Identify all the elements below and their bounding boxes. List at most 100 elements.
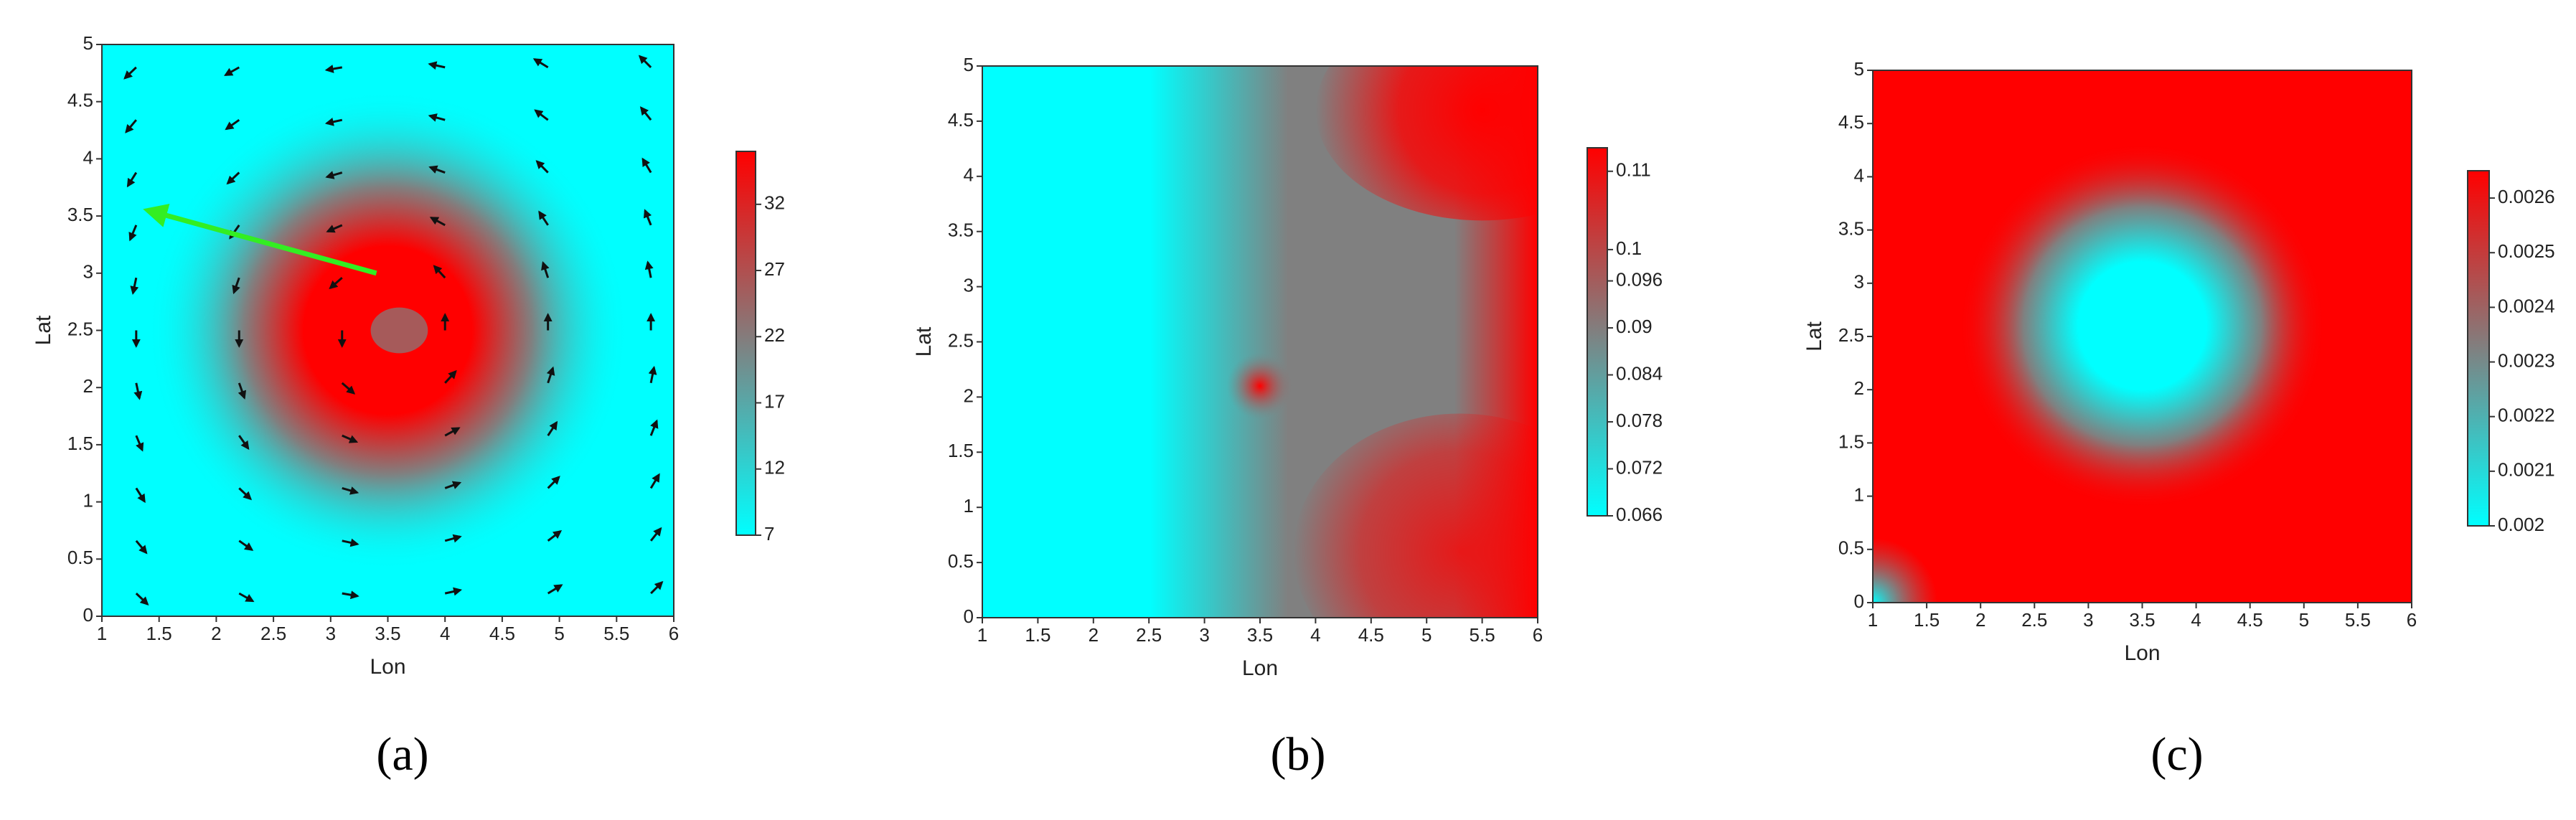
vector-arrow <box>444 369 457 384</box>
vector-arrow <box>329 277 343 290</box>
colorbar-tick-label: 0.066 <box>1616 504 1663 525</box>
x-tick-label: 2.5 <box>1136 624 1162 646</box>
x-tick-label: 3 <box>326 623 336 644</box>
colorbar-tick-label: 32 <box>764 192 785 214</box>
vector-arrow <box>238 487 253 501</box>
colorbar-tick-label: 0.1 <box>1616 237 1642 259</box>
vector-arrow <box>534 109 549 121</box>
x-tick-label: 6 <box>1533 624 1543 646</box>
x-tick-label: 4.5 <box>489 623 515 644</box>
vector-arrow <box>238 435 250 451</box>
vector-arrow <box>224 66 240 77</box>
vector-arrow <box>135 539 148 555</box>
y-tick-label: 4.5 <box>1838 111 1864 133</box>
vector-arrow <box>649 527 662 542</box>
y-axis-label: Lat <box>912 326 936 357</box>
y-tick-label: 4 <box>83 146 93 168</box>
colorbar <box>1587 147 1608 517</box>
vector-arrow <box>535 160 549 174</box>
vector-arrow <box>444 427 461 437</box>
y-tick-label: 0.5 <box>1838 537 1864 559</box>
y-tick-label: 1.5 <box>67 433 93 454</box>
x-tick-label: 1.5 <box>146 623 172 644</box>
colorbar-tick-label: 0.002 <box>2498 514 2544 535</box>
vector-arrow <box>546 366 555 384</box>
y-tick-label: 3.5 <box>1838 217 1864 239</box>
y-tick-label: 4 <box>1854 164 1864 186</box>
x-tick-label: 3 <box>2083 609 2093 631</box>
colorbar <box>735 151 756 536</box>
field-corner <box>1873 538 1938 603</box>
y-tick-label: 0.5 <box>67 547 93 568</box>
vector-arrow <box>429 217 446 227</box>
x-tick-label: 5.5 <box>2345 609 2371 631</box>
field-blob <box>1315 66 1538 221</box>
field-blob <box>1226 347 1294 425</box>
y-tick-label: 2 <box>1854 377 1864 399</box>
vector-arrow <box>342 486 359 495</box>
vector-arrow <box>649 473 660 489</box>
vector-arrow <box>547 476 560 489</box>
colorbar-tick-label: 22 <box>764 324 785 346</box>
y-tick-label: 4.5 <box>948 109 974 131</box>
y-tick-label: 3.5 <box>67 204 93 225</box>
y-tick-label: 0 <box>1854 590 1864 612</box>
y-tick-label: 1 <box>964 495 974 517</box>
vector-arrow <box>133 382 143 400</box>
colorbar-tick-label: 0.0022 <box>2498 405 2555 426</box>
colorbar-tick-label: 0.0024 <box>2498 295 2555 316</box>
colorbar-tick-label: 27 <box>764 258 785 280</box>
vector-arrow <box>238 382 247 400</box>
x-tick-label: 4 <box>440 623 450 644</box>
x-tick-label: 2 <box>1089 624 1099 646</box>
y-tick-label: 2.5 <box>1838 324 1864 346</box>
x-tick-label: 4.5 <box>2237 609 2263 631</box>
y-tick-label: 2 <box>964 385 974 406</box>
vector-arrow <box>225 118 240 131</box>
y-tick-label: 2.5 <box>948 329 974 351</box>
x-tick-label: 5 <box>1421 624 1432 646</box>
panel-label: (a) <box>376 728 428 781</box>
colorbar-tick-label: 0.072 <box>1616 456 1663 478</box>
x-tick-label: 1 <box>97 623 107 644</box>
vector-arrow <box>238 539 254 551</box>
y-tick-label: 2.5 <box>67 318 93 339</box>
y-tick-label: 3 <box>83 261 93 283</box>
y-tick-label: 1.5 <box>948 440 974 461</box>
x-axis-label: Lon <box>370 655 405 679</box>
x-tick-label: 1 <box>977 624 987 646</box>
x-tick-label: 4 <box>1310 624 1320 646</box>
colorbar-tick-label: 7 <box>764 523 774 545</box>
vector-arrow <box>428 165 446 174</box>
y-tick-label: 0 <box>964 605 974 627</box>
field-blob <box>1293 413 1538 618</box>
vector-arrow <box>547 584 563 595</box>
x-tick-label: 6 <box>669 623 679 644</box>
x-tick-label: 1.5 <box>1025 624 1050 646</box>
vector-arrow <box>650 580 664 595</box>
x-tick-label: 5.5 <box>1470 624 1495 646</box>
colorbar-tick-label: 0.0023 <box>2498 349 2555 371</box>
y-tick-label: 3 <box>964 274 974 296</box>
vector-arrow <box>226 171 240 185</box>
vector-arrow <box>135 593 149 605</box>
vector-arrow <box>325 171 343 179</box>
x-tick-label: 2.5 <box>2021 609 2047 631</box>
vector-arrow <box>644 260 654 278</box>
x-tick-label: 1 <box>1868 609 1878 631</box>
x-tick-label: 3.5 <box>2129 609 2155 631</box>
vector-arrow <box>444 587 463 596</box>
x-tick-label: 4 <box>2191 609 2201 631</box>
vector-arrow <box>648 365 657 384</box>
contour-field <box>1873 70 2412 603</box>
vector-arrow <box>643 209 652 226</box>
y-tick-label: 5 <box>1854 58 1864 80</box>
y-tick-label: 3.5 <box>948 220 974 241</box>
y-tick-label: 4 <box>964 164 974 186</box>
field-core <box>370 307 428 354</box>
y-tick-label: 0.5 <box>948 550 974 572</box>
vector-arrow <box>238 592 255 603</box>
vector-arrow <box>428 61 446 70</box>
vector-arrow <box>532 58 549 69</box>
